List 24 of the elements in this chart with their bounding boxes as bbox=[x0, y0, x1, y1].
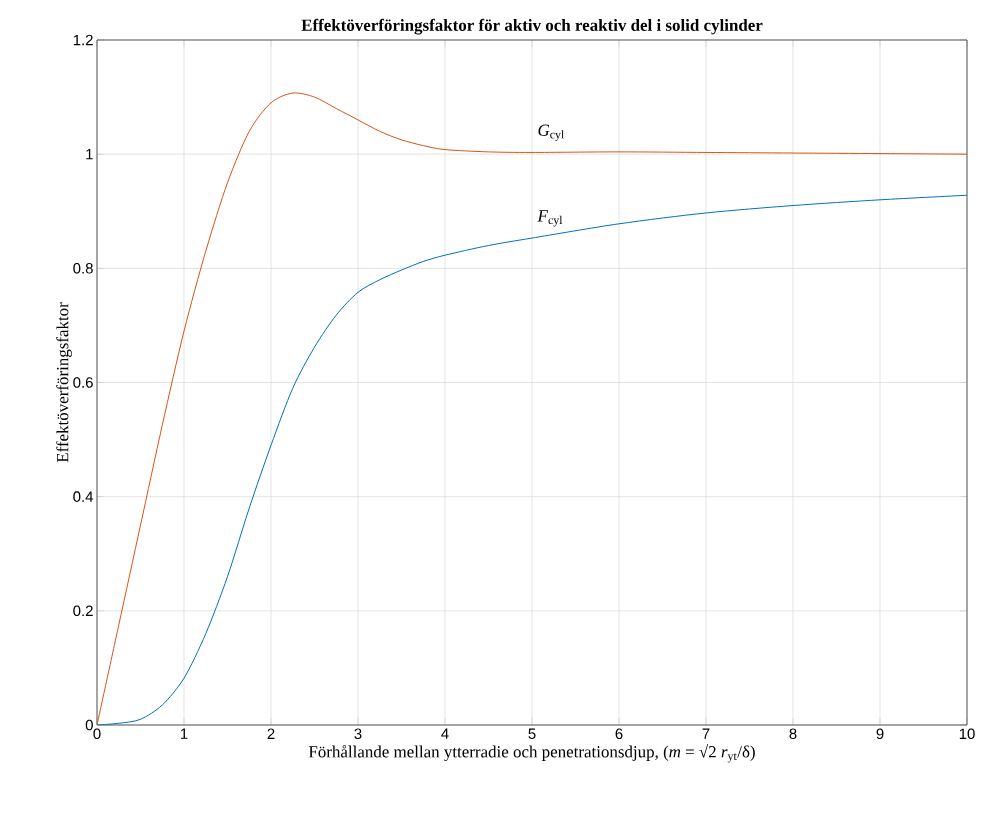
x-tick-label: 1 bbox=[180, 728, 188, 739]
series-label: G$_{cyl}$ bbox=[538, 124, 565, 141]
x-tick-label: 7 bbox=[702, 728, 710, 739]
y-tick-label: 0.4 bbox=[73, 491, 94, 502]
x-tick-label: 9 bbox=[876, 728, 884, 740]
y-tick-label: 1.2 bbox=[73, 34, 93, 46]
x-tick-label: 4 bbox=[441, 728, 449, 739]
x-axis-title: Förhållande mellan ytterradie och penetrationsdjup, (m = √2 r$_{yt}$/δ) bbox=[308, 743, 755, 763]
chart-title: Effektöverföringsfaktor för aktiv och reaktiv del i solid cylinder bbox=[301, 18, 763, 35]
x-tick-label: 2 bbox=[267, 728, 275, 739]
y-tick-label: 1 bbox=[86, 149, 93, 160]
y-tick-label: 0.6 bbox=[73, 377, 93, 388]
line-series bbox=[97, 194, 968, 725]
y-tick-label: 0.2 bbox=[73, 605, 93, 617]
x-tick-label: 3 bbox=[354, 728, 362, 740]
y-tick-label: 0 bbox=[85, 719, 93, 731]
series-label: F$_{cyl}$ bbox=[537, 210, 563, 227]
x-tick-label: 5 bbox=[528, 728, 536, 739]
y-axis-title: Effektöverföringsfaktor bbox=[56, 302, 72, 463]
y-tick-label: 0.8 bbox=[73, 263, 93, 274]
x-tick-label: 6 bbox=[615, 728, 623, 740]
x-tick-label: 10 bbox=[959, 728, 975, 740]
x-tick-label: 8 bbox=[789, 728, 797, 740]
line-series bbox=[97, 92, 968, 725]
